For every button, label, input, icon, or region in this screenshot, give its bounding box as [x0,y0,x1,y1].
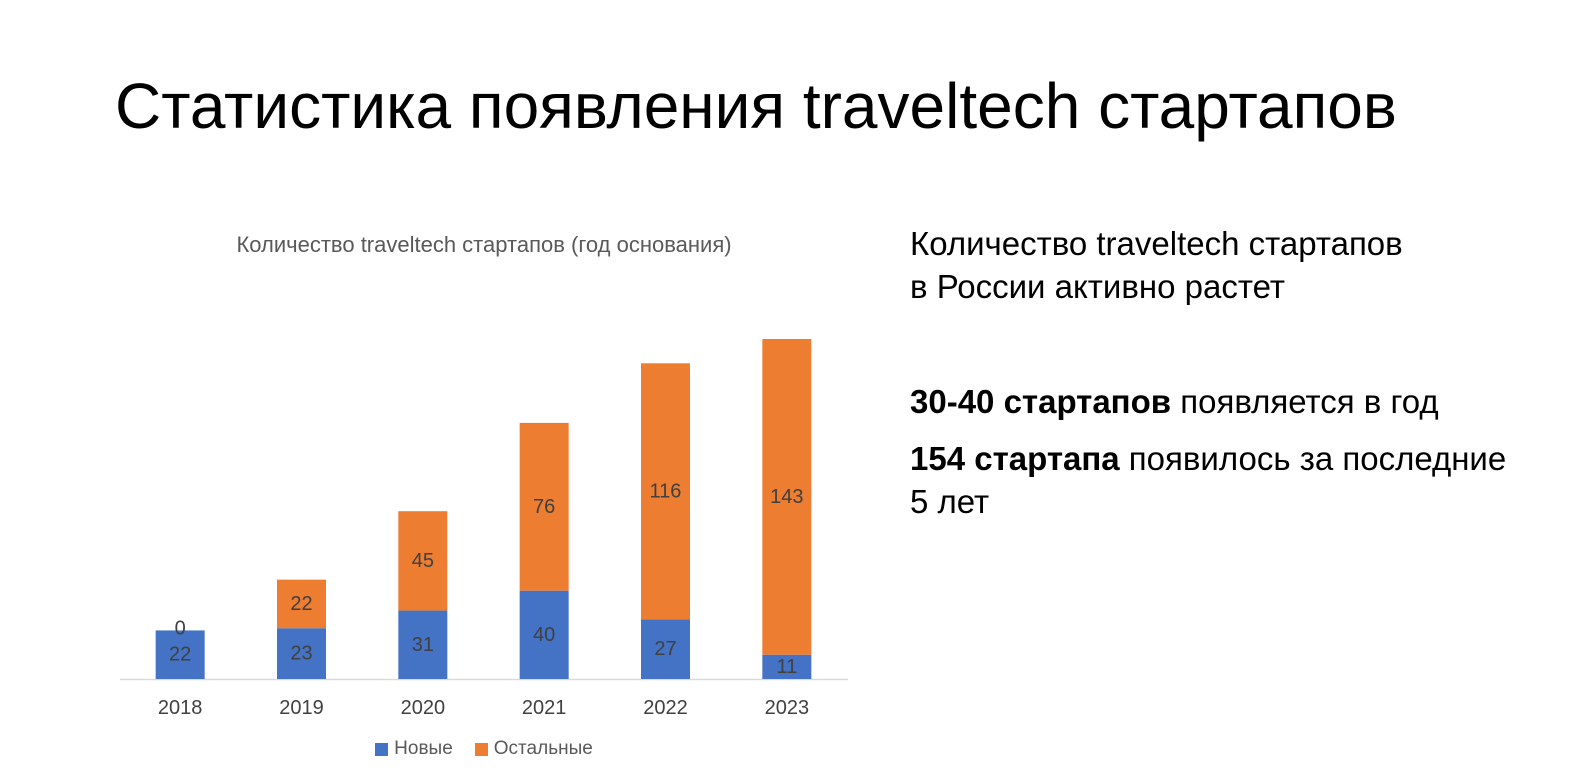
legend-label-other: Остальные [493,738,593,759]
stacked-bar-chart: 22 0 2018 23 22 2019 31 45 2020 40 76 2021 27 116 2022… [120,339,848,719]
data-label-new-2023: 11 [776,656,797,678]
fact-startups-per-year: 30-40 стартапов появляется в год [910,380,1530,423]
bar-other-2021 [519,422,569,591]
bar-new-2021 [519,590,569,679]
legend-label-new: Новые [394,738,453,759]
x-tick-label-2018: 2018 [158,697,203,719]
x-tick-label-2022: 2022 [643,697,688,719]
chart-title: Количество traveltech стартапов (год осн… [236,232,732,257]
fact-startups-5-years: 154 стартапа появилось за последние 5 ле… [910,437,1530,523]
bar-new-2019 [277,628,326,679]
bar-other-2019 [277,579,326,629]
bar-new-2022 [641,619,690,679]
data-label-other-2019: 22 [290,593,312,615]
x-tick-label-2023: 2023 [765,697,810,719]
bar-new-2018 [155,630,205,679]
bar-other-2022 [641,363,690,620]
data-label-new-2021: 40 [533,624,555,646]
bar-other-2020 [398,511,448,611]
legend-swatch-new [375,742,389,756]
side-panel: Количество traveltech стартапов в России… [910,222,1530,537]
side-headline-line2: в России активно растет [910,268,1285,305]
legend-swatch-other [474,742,488,756]
data-label-new-2020: 31 [412,634,434,656]
chart-container: Количество traveltech стартапов (год осн… [120,232,848,760]
data-label-new-2018: 22 [169,644,191,666]
side-headline: Количество traveltech стартапов в России… [910,222,1530,308]
fact2-text: появилось за последние 5 лет [910,440,1507,520]
x-tick-label-2021: 2021 [522,697,567,719]
legend-item-other: Остальные [474,738,593,760]
slide-title: Статистика появления traveltech стартапо… [115,70,1397,142]
data-label-other-2022: 116 [650,480,682,502]
data-label-other-2023: 143 [770,486,803,508]
data-label-other-2018: 0 [175,617,186,639]
bar-new-2020 [398,610,448,679]
fact2-highlight: 154 стартапа [910,440,1120,477]
data-label-other-2020: 45 [412,550,434,572]
fact1-text: появляется в год [1171,383,1439,420]
x-tick-label-2019: 2019 [279,697,324,719]
legend-item-new: Новые [375,738,453,760]
side-headline-line1: Количество traveltech стартапов [910,225,1403,262]
data-label-other-2021: 76 [533,496,555,518]
fact1-highlight: 30-40 стартапов [910,383,1172,420]
bar-new-2023 [762,654,812,679]
x-tick-label-2020: 2020 [401,697,446,719]
data-label-new-2022: 27 [654,638,676,660]
chart-legend: Новые Остальные [120,738,848,760]
data-label-new-2019: 23 [290,643,312,665]
bar-other-2023 [762,339,812,655]
